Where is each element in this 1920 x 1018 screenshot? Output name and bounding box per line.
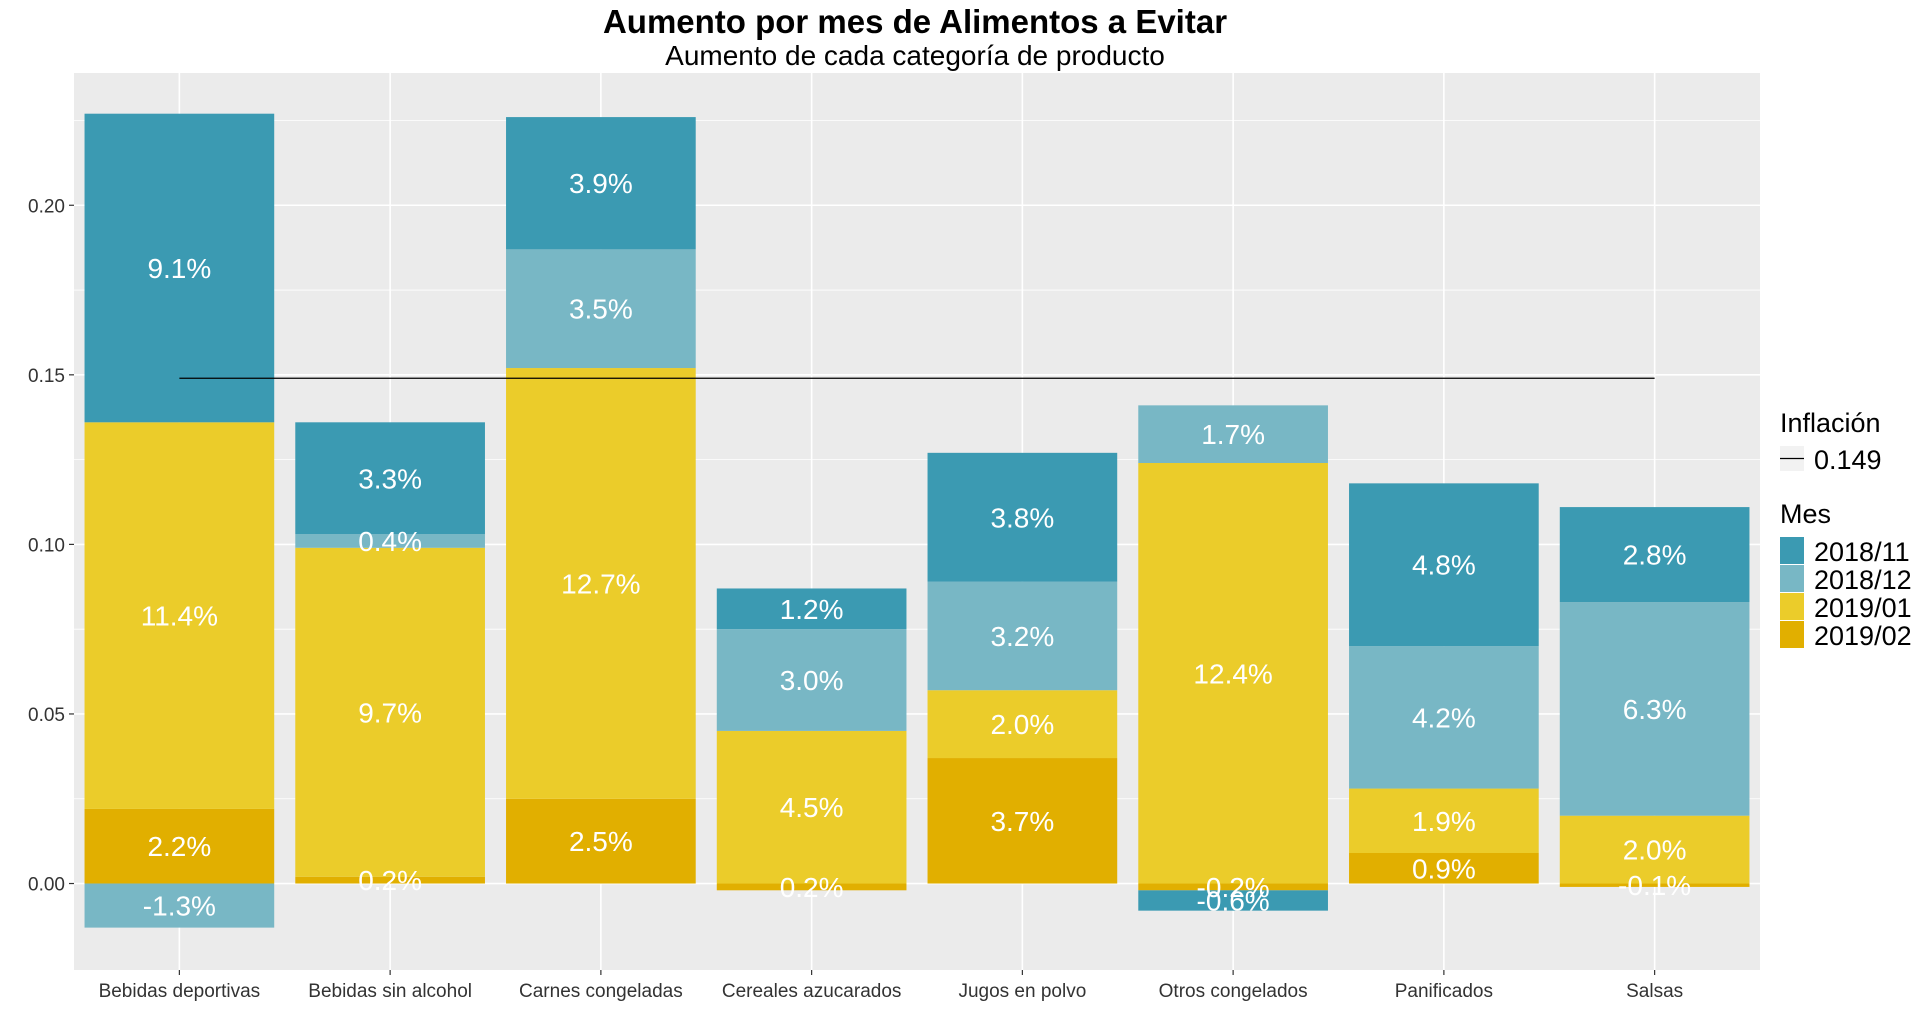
bar-segment [1559, 602, 1750, 816]
legend-key [1780, 621, 1804, 648]
bar-segment [1559, 883, 1750, 887]
axes: 0.00 0.05 0.10 0.15 0.20 Bebidas deportivas Be… [28, 196, 1683, 1002]
legend-label: 2018/12 [1814, 565, 1912, 595]
legend-month-title: Mes [1780, 499, 1831, 529]
segment-label: 0.9% [1412, 853, 1476, 884]
bar-segment [927, 758, 1118, 884]
segment-label: 3.8% [990, 502, 1054, 533]
y-tick-label: 0.20 [28, 196, 65, 217]
segment-label: 9.1% [147, 253, 211, 284]
bar-segment [1349, 788, 1539, 853]
segment-label: 3.5% [569, 294, 633, 325]
bar-segment [716, 883, 907, 891]
segment-labels: 2.2% 11.4% -1.3% 9.1% 0.2% 9.7% 0.4% 3.3% 2.5% 12… [141, 168, 1691, 921]
chart-title: Aumento por mes de Alimentos a Evitar [603, 3, 1227, 40]
segment-label: -0.1% [1618, 870, 1691, 901]
bar-segment [927, 690, 1118, 759]
legend-key [1780, 593, 1804, 620]
bar-segment [84, 883, 275, 928]
bar-segment [716, 588, 907, 630]
legend-label: 2019/02 [1814, 621, 1912, 651]
legend-inflation-title: Inflación [1780, 408, 1881, 438]
x-tick-label: Salsas [1626, 981, 1683, 1002]
bars [84, 113, 1750, 928]
segment-label: 12.7% [561, 568, 640, 599]
segment-label: 12.4% [1193, 658, 1272, 689]
segment-label: 0.4% [358, 526, 422, 557]
legend-key [1780, 565, 1804, 592]
segment-label: 2.5% [569, 826, 633, 857]
segment-label: 1.9% [1412, 806, 1476, 837]
segment-label: -1.3% [143, 891, 216, 922]
x-tick-label: Cereales azucarados [722, 981, 902, 1002]
legend-label: 2018/11 [1814, 537, 1910, 567]
bar-segment [295, 547, 485, 877]
segment-label: -0.2% [1197, 872, 1270, 903]
bar-segment [716, 730, 907, 884]
bar-segment [506, 249, 696, 369]
y-tick-label: 0.15 [28, 366, 65, 387]
segment-label: -0.6% [1197, 885, 1270, 916]
x-tick-label: Panificados [1395, 981, 1493, 1002]
segment-label: 3.9% [569, 168, 633, 199]
chart-subtitle: Aumento de cada categoría de producto [665, 40, 1165, 71]
segment-label: 4.5% [780, 792, 844, 823]
segment-label: 11.4% [141, 601, 218, 632]
legend-label: 2019/01 [1814, 593, 1912, 623]
segment-label: 3.3% [358, 463, 422, 494]
y-tick-label: 0.00 [28, 875, 65, 896]
bar-segment [84, 808, 275, 884]
x-tick-label: Otros congelados [1159, 981, 1308, 1002]
bar-segment [295, 534, 485, 548]
segment-label: 2.2% [147, 831, 211, 862]
bar-segment [506, 368, 696, 799]
bar-segment [295, 422, 485, 535]
segment-label: 3.0% [780, 665, 844, 696]
bar-segment [1559, 815, 1750, 884]
bar-segment [1349, 853, 1539, 884]
y-tick-label: 0.05 [28, 705, 65, 726]
segment-label: 6.3% [1623, 694, 1687, 725]
bar-segment [716, 629, 907, 731]
bar-segment [1138, 883, 1328, 891]
x-tick-label: Bebidas sin alcohol [308, 981, 472, 1002]
segment-label: 2.0% [990, 709, 1054, 740]
bar-segment [1559, 507, 1750, 603]
bar-segment [506, 117, 696, 250]
bar-segment [927, 452, 1118, 582]
segment-label: 2.0% [1623, 835, 1687, 866]
y-tick-label: 0.10 [28, 535, 65, 556]
segment-label: 0.2% [358, 865, 422, 896]
bar-segment [84, 113, 275, 423]
segment-label: 3.2% [990, 621, 1054, 652]
segment-label: 9.7% [358, 697, 422, 728]
segment-label: 1.7% [1201, 419, 1265, 450]
bar-segment [1349, 483, 1539, 647]
bar-segment [1138, 890, 1328, 911]
legend-key [1780, 537, 1804, 564]
bar-segment [1349, 646, 1539, 789]
legend-inflation-label: 0.149 [1814, 445, 1882, 475]
segment-label: 0.2% [780, 872, 844, 903]
segment-label: 4.2% [1412, 702, 1476, 733]
segment-label: 3.7% [990, 806, 1054, 837]
bar-segment [927, 581, 1118, 691]
bar-segment [1138, 405, 1328, 463]
x-tick-label: Bebidas deportivas [99, 981, 261, 1002]
segment-label: 1.2% [780, 594, 844, 625]
x-tick-label: Carnes congeladas [519, 981, 683, 1002]
x-tick-label: Jugos en polvo [958, 981, 1086, 1002]
segment-label: 4.8% [1412, 550, 1476, 581]
bar-segment [84, 422, 275, 809]
bar-segment [1138, 463, 1328, 884]
segment-label: 2.8% [1623, 540, 1687, 571]
legend: Inflación 0.149 Mes 2018/112018/122019/0… [1780, 408, 1912, 651]
bar-segment [506, 798, 696, 884]
bar-segment [295, 876, 485, 884]
